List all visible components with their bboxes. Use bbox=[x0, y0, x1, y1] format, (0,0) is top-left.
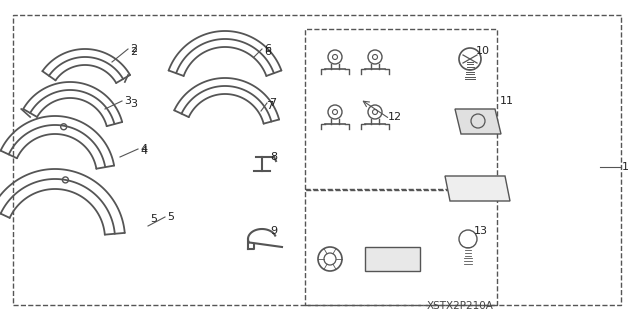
Polygon shape bbox=[445, 176, 510, 201]
Text: 11: 11 bbox=[500, 96, 514, 106]
Text: 5: 5 bbox=[167, 212, 174, 222]
Bar bbox=[305, 190, 497, 305]
Text: 10: 10 bbox=[476, 46, 490, 56]
Text: 1: 1 bbox=[622, 162, 629, 172]
Text: 8: 8 bbox=[270, 152, 277, 162]
Text: 5: 5 bbox=[150, 214, 157, 224]
Text: 4: 4 bbox=[140, 144, 147, 154]
Text: 12: 12 bbox=[388, 112, 402, 122]
Text: 7: 7 bbox=[269, 98, 276, 108]
Text: 6: 6 bbox=[264, 44, 271, 54]
Text: 13: 13 bbox=[474, 226, 488, 236]
Text: 2: 2 bbox=[130, 47, 137, 57]
Text: 4: 4 bbox=[140, 146, 147, 156]
Text: 2: 2 bbox=[130, 44, 137, 54]
Text: 7: 7 bbox=[266, 101, 273, 111]
Text: 9: 9 bbox=[270, 226, 277, 236]
Text: 3: 3 bbox=[124, 96, 131, 106]
Text: XSTX2P210A: XSTX2P210A bbox=[427, 301, 493, 311]
Polygon shape bbox=[455, 109, 501, 134]
Bar bbox=[365, 247, 420, 271]
Bar bbox=[305, 29, 497, 189]
Text: 3: 3 bbox=[130, 99, 137, 109]
Text: 6: 6 bbox=[264, 47, 271, 57]
